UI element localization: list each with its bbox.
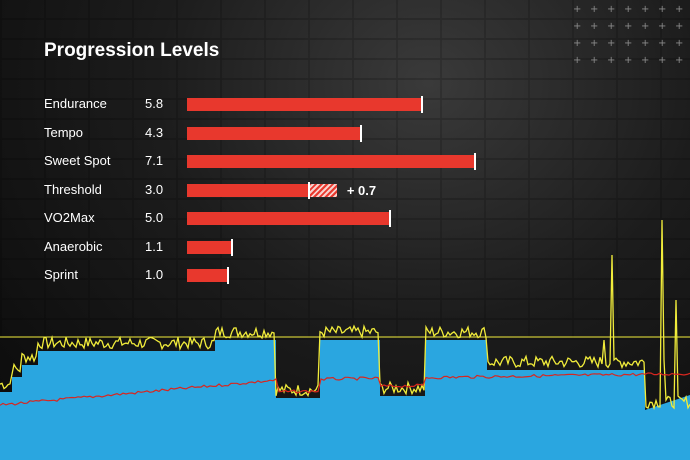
plus-decoration-icon: + <box>675 21 683 32</box>
page-title: Progression Levels <box>44 40 220 61</box>
level-value-sprint: 1.0 <box>145 267 164 282</box>
level-label-tempo: Tempo <box>44 124 84 140</box>
level-bar-sprint <box>187 269 228 282</box>
plus-decoration-icon: + <box>590 38 598 49</box>
plus-decoration-icon: + <box>624 38 632 49</box>
plus-decoration-icon: + <box>658 21 666 32</box>
decorative-dot-grid: + + + + + + + + + + + + + + + + + + + + + + + + + + + + <box>573 4 683 66</box>
plus-decoration-icon: + <box>658 55 666 66</box>
plus-decoration-icon: + <box>675 38 683 49</box>
plus-decoration-icon: + <box>573 38 581 49</box>
level-label-sprint: Sprint <box>44 267 78 282</box>
level-increase-label-threshold: + 0.7 <box>346 182 377 198</box>
background-photo-brick-wall <box>0 0 690 340</box>
plus-decoration-icon: + <box>624 55 632 66</box>
plus-decoration-icon: + <box>573 55 581 66</box>
plus-decoration-icon: + <box>641 55 649 66</box>
level-value-sweet-spot: 7.1 <box>145 153 164 168</box>
level-label-anaerobic: Anaerobic <box>44 238 103 254</box>
level-bar-threshold <box>187 183 309 197</box>
plus-decoration-icon: + <box>590 21 598 32</box>
level-bar-sweet-spot <box>187 155 475 168</box>
plus-decoration-icon: + <box>607 4 615 15</box>
level-bar-anaerobic <box>187 240 232 254</box>
plus-decoration-icon: + <box>675 4 683 15</box>
heart-rate-trace-line <box>0 372 690 406</box>
level-marker-vo2max <box>388 210 391 227</box>
plus-decoration-icon: + <box>590 4 598 15</box>
plus-decoration-icon: + <box>573 4 581 15</box>
level-value-vo2max: 5.0 <box>145 210 164 225</box>
level-label-sweet-spot: Sweet Spot <box>44 153 111 168</box>
plus-decoration-icon: + <box>624 21 632 32</box>
level-value-anaerobic: 1.1 <box>145 238 164 254</box>
level-bar-tempo <box>187 126 362 140</box>
level-label-vo2max: VO2Max <box>44 210 95 225</box>
plus-decoration-icon: + <box>607 55 615 66</box>
level-bar-endurance <box>187 98 422 111</box>
plus-decoration-icon: + <box>573 21 581 32</box>
level-label-endurance: Endurance <box>44 96 107 111</box>
interval-profile-area <box>0 340 690 460</box>
power-trace-line <box>0 219 690 411</box>
plus-decoration-icon: + <box>641 38 649 49</box>
level-marker-threshold <box>307 181 310 199</box>
level-marker-anaerobic <box>230 238 233 256</box>
level-marker-sprint <box>226 267 229 284</box>
level-label-threshold: Threshold <box>44 181 102 197</box>
level-marker-endurance <box>420 96 423 113</box>
level-value-threshold: 3.0 <box>145 181 164 197</box>
plus-decoration-icon: + <box>675 55 683 66</box>
level-increase-bar-threshold <box>308 183 337 197</box>
level-bar-vo2max <box>187 212 390 225</box>
level-marker-sweet-spot <box>473 153 476 170</box>
plus-decoration-icon: + <box>590 55 598 66</box>
plus-decoration-icon: + <box>658 38 666 49</box>
plus-decoration-icon: + <box>641 4 649 15</box>
plus-decoration-icon: + <box>607 38 615 49</box>
plus-decoration-icon: + <box>624 4 632 15</box>
level-value-endurance: 5.8 <box>145 96 164 111</box>
level-value-tempo: 4.3 <box>145 124 164 140</box>
plus-decoration-icon: + <box>641 21 649 32</box>
plus-decoration-icon: + <box>658 4 666 15</box>
plus-decoration-icon: + <box>607 21 615 32</box>
level-marker-tempo <box>360 124 363 142</box>
